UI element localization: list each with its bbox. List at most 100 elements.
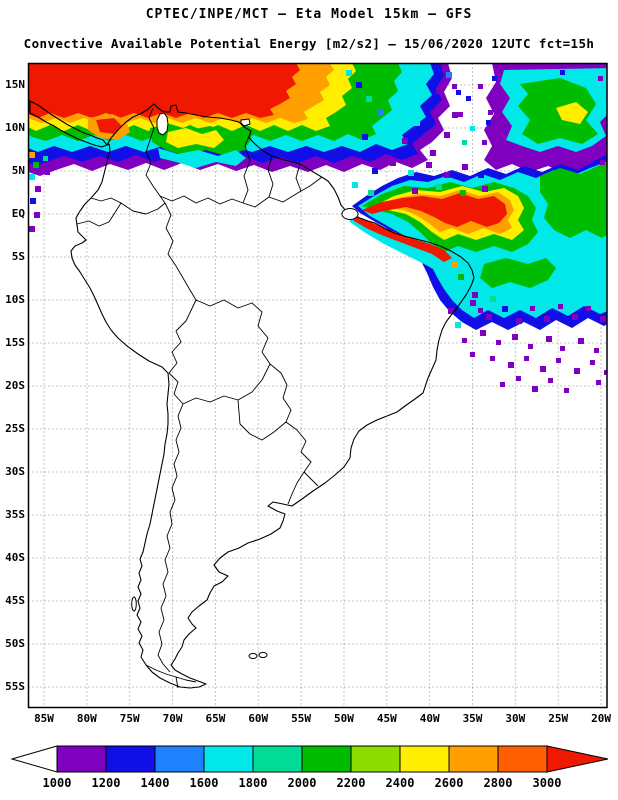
cape-speck xyxy=(524,356,529,361)
colorbar-segment xyxy=(105,745,156,773)
map-outlines xyxy=(29,100,475,689)
cape-speck xyxy=(362,134,368,140)
cape-speck xyxy=(452,112,458,118)
cape-speck xyxy=(558,304,563,309)
legend-label: 2600 xyxy=(434,776,464,790)
lat-label: 15S xyxy=(5,336,25,349)
legend-label: 1000 xyxy=(42,776,72,790)
colorbar-segment xyxy=(497,745,548,773)
cape-speck xyxy=(452,262,458,268)
cape-speck xyxy=(590,360,595,365)
cape-speck xyxy=(544,316,550,322)
cape-speck xyxy=(466,96,471,101)
colorbar-segment xyxy=(350,745,401,773)
lon-label: 65W xyxy=(205,712,226,725)
cape-speck xyxy=(346,70,352,76)
cape-speck xyxy=(482,186,488,192)
lon-label: 50W xyxy=(334,712,354,725)
cape-speck xyxy=(378,110,384,116)
cape-speck xyxy=(456,90,461,95)
cape-speck xyxy=(448,308,454,314)
cape-speck xyxy=(466,276,472,282)
cape-speck xyxy=(520,300,526,306)
colorbar-segment xyxy=(448,745,499,773)
cape-speck xyxy=(34,212,40,218)
lat-label: 10S xyxy=(5,293,25,306)
marajo-island xyxy=(341,208,359,220)
cape-speck xyxy=(490,296,496,302)
lat-label: 15N xyxy=(5,78,25,91)
lat-label: 55S xyxy=(5,680,25,693)
cape-speck xyxy=(490,356,495,361)
cape-speck xyxy=(422,104,428,110)
legend-label: 2000 xyxy=(287,776,317,790)
cape-speck xyxy=(408,170,414,176)
cape-speckles xyxy=(29,70,607,393)
cape-speck xyxy=(488,110,493,115)
lon-label: 45W xyxy=(376,712,397,725)
cape-speck xyxy=(402,138,408,144)
cape-speck xyxy=(530,306,535,311)
cape-speck xyxy=(414,120,420,126)
cape-speck xyxy=(600,160,605,165)
cape-speck xyxy=(444,172,450,178)
lon-label: 25W xyxy=(548,712,569,725)
cape-speck xyxy=(486,120,491,125)
cape-speck xyxy=(494,134,499,139)
colorbar-legend xyxy=(0,740,618,776)
cape-speck xyxy=(426,162,432,168)
cape-speck xyxy=(33,162,39,168)
falkland-island-east xyxy=(258,651,268,659)
colorbar-over-arrow xyxy=(546,745,609,773)
colorbar-segment xyxy=(301,745,352,773)
legend-label: 2200 xyxy=(336,776,366,790)
coastline xyxy=(29,100,475,689)
cape-speck xyxy=(482,140,487,145)
cape-speck xyxy=(478,308,483,313)
lon-label: 75W xyxy=(119,712,140,725)
lon-label: 85W xyxy=(34,712,54,725)
lon-label: 55W xyxy=(291,712,312,725)
cape-speck xyxy=(444,132,450,138)
cape-speck xyxy=(546,336,552,342)
cape-speck xyxy=(480,330,486,336)
lon-label: 40W xyxy=(419,712,440,725)
cape-speck xyxy=(458,274,464,280)
cape-speck xyxy=(390,124,396,130)
cape-speck xyxy=(500,382,505,387)
cape-speck xyxy=(496,340,501,345)
cape-speck xyxy=(43,156,48,161)
cape-speck xyxy=(572,314,578,320)
lat-label: 45S xyxy=(5,594,25,607)
cape-speck xyxy=(30,198,36,204)
falkland-island-west xyxy=(248,652,258,660)
lon-axis: 85W 80W 75W 70W 65W 60W 55W 50W 45W 40W 35W 30W 25W 2… xyxy=(0,712,618,728)
cape-speck xyxy=(450,286,456,292)
cape-speck xyxy=(390,160,396,166)
cape-speck xyxy=(532,386,538,392)
cape-speck xyxy=(455,322,461,328)
cape-speck xyxy=(560,70,565,75)
cape-speck xyxy=(462,338,467,343)
colorbar-segment xyxy=(203,745,254,773)
lat-label: 10N xyxy=(5,121,25,134)
cape-speck xyxy=(478,84,483,89)
cape-speck xyxy=(490,98,495,103)
lon-label: 80W xyxy=(76,712,97,725)
cape-speck xyxy=(35,186,41,192)
chart-subtitle: Convective Available Potential Energy [m… xyxy=(23,36,595,51)
lon-label: 20W xyxy=(591,712,611,725)
legend-label: 1800 xyxy=(238,776,268,790)
legend-label: 3000 xyxy=(532,776,562,790)
colorbar-segment xyxy=(154,745,205,773)
cape-speck xyxy=(458,112,463,117)
lat-label: 35S xyxy=(5,508,25,521)
cape-speck xyxy=(29,174,35,180)
lat-label: 50S xyxy=(5,637,25,650)
cape-speck xyxy=(436,88,442,94)
cape-speck xyxy=(502,306,508,312)
cape-speck xyxy=(368,190,374,196)
cape-speck xyxy=(470,300,476,306)
cape-speck xyxy=(578,338,584,344)
